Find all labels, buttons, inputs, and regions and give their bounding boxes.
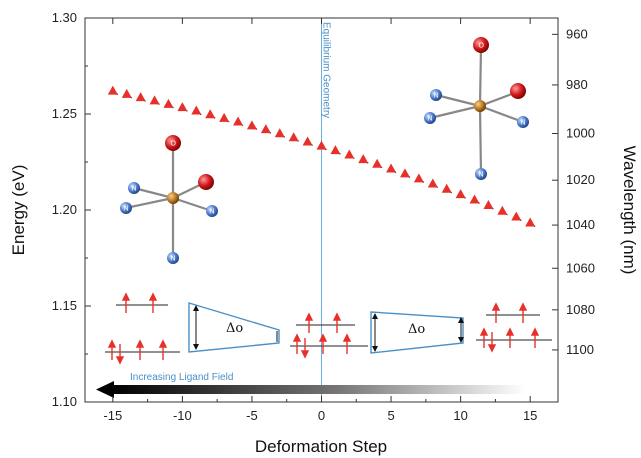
data-point [233, 116, 244, 127]
data-point [344, 149, 355, 160]
x-axis-title: Deformation Step [255, 437, 387, 456]
delta-box-right: Δo [370, 311, 464, 354]
ligand-field-label: Increasing Ligand Field [130, 372, 233, 383]
data-point [302, 136, 313, 146]
data-markers [107, 85, 536, 228]
y2-tick-label: 1040 [566, 217, 595, 232]
y2-tick-label: 1100 [566, 342, 594, 357]
y-tick-label: 1.15 [52, 298, 77, 313]
x-tick-label: -10 [173, 408, 192, 423]
data-point [330, 145, 341, 155]
data-point [413, 173, 425, 183]
svg-text:N: N [210, 209, 215, 216]
data-point [191, 105, 202, 116]
y-tick-label: 1.10 [52, 394, 77, 409]
svg-text:N: N [132, 186, 137, 193]
delta-label-left: Δo [226, 321, 243, 336]
data-point [455, 189, 466, 199]
y-axis-left: 1.10 1.15 1.20 1.25 1.30 [52, 10, 91, 409]
y-tick-label: 1.30 [52, 10, 77, 25]
data-point [497, 205, 508, 216]
y2-tick-label: 980 [566, 77, 588, 92]
data-point [386, 163, 397, 174]
x-tick-label: -5 [246, 408, 258, 423]
data-point [358, 154, 369, 164]
data-point [441, 183, 452, 194]
data-point [107, 85, 119, 96]
data-point [483, 200, 494, 210]
data-point [288, 132, 299, 142]
data-point [135, 92, 146, 102]
y2-tick-label: 960 [566, 26, 588, 41]
data-point [399, 168, 411, 178]
molecule-right: N N N N O [424, 37, 529, 180]
y-tick-label: 1.20 [52, 202, 77, 217]
y2-tick-label: 1060 [566, 260, 595, 275]
y2-tick-label: 1000 [566, 126, 595, 141]
y-tick-label: 1.25 [52, 106, 77, 121]
x-tick-label: 5 [387, 408, 394, 423]
y2-axis-title: Wavelength (nm) [620, 146, 639, 275]
data-point [149, 95, 160, 105]
svg-text:N: N [479, 172, 484, 179]
y-axis-title: Energy (eV) [9, 165, 28, 256]
data-point [177, 102, 188, 112]
delta-box-left: Δo [188, 302, 280, 353]
data-point [260, 124, 272, 134]
delta-label-right: Δo [408, 322, 425, 337]
data-point [205, 109, 216, 119]
svg-text:N: N [521, 120, 526, 127]
data-point [163, 98, 174, 109]
data-point [246, 120, 258, 130]
svg-text:N: N [171, 256, 176, 263]
data-point [372, 158, 383, 169]
svg-text:N: N [124, 206, 129, 213]
svg-text:N: N [434, 93, 439, 100]
svg-text:N: N [428, 116, 433, 123]
y-axis-right: 960 980 1000 1020 1040 1060 1080 1100 [552, 26, 595, 357]
svg-text:O: O [479, 43, 485, 50]
data-point [511, 211, 522, 222]
x-tick-label: -15 [103, 408, 122, 423]
data-point [121, 88, 133, 99]
ligand-field-arrow: Increasing Ligand Field [96, 372, 526, 398]
svg-text:O: O [171, 141, 177, 148]
x-tick-label: 0 [318, 408, 325, 423]
x-axis: -15 -10 -5 0 5 10 15 [103, 18, 537, 423]
data-point [469, 194, 480, 204]
molecule-left: N N N N O [120, 135, 218, 264]
equilibrium-label: Equilibrium Geometry [321, 22, 332, 118]
x-tick-label: 10 [453, 408, 467, 423]
data-point [219, 112, 230, 123]
y2-tick-label: 1020 [566, 172, 595, 187]
data-point [525, 217, 536, 228]
data-point [274, 128, 286, 138]
data-point [427, 178, 439, 189]
orbital-diagrams [105, 304, 552, 353]
data-point [316, 140, 327, 151]
x-tick-label: 15 [523, 408, 537, 423]
electron-arrows [107, 292, 540, 365]
y2-tick-label: 1080 [566, 302, 595, 317]
